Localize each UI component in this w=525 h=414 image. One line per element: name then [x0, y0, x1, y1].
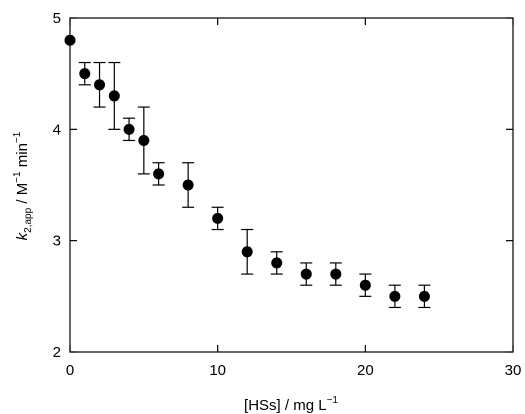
plot-frame: [69, 17, 514, 353]
y-tick-label: 5: [53, 10, 61, 27]
y-tick-label: 2: [53, 344, 61, 361]
x-tick-label: 0: [66, 362, 74, 379]
data-point: [389, 290, 401, 302]
y-axis-label: k2,app / M−1 min−1: [12, 131, 34, 240]
y-axis-label-rest: / M: [14, 183, 31, 208]
axis-ticks: [69, 17, 514, 353]
x-tick-label: 30: [505, 362, 522, 379]
y-axis-label-sup2: −1: [12, 131, 23, 143]
error-bars: [78, 61, 431, 309]
data-point: [79, 68, 91, 80]
data-point: [64, 34, 76, 46]
x-axis-label: [HSs] / mg L−1: [244, 395, 338, 414]
y-tick-label: 4: [53, 121, 61, 138]
data-point: [138, 134, 150, 146]
axis-tick-labels: 0 10 20 30 2 3 4 5: [53, 10, 522, 379]
data-point: [212, 212, 224, 224]
data-point: [330, 268, 342, 280]
data-point: [182, 179, 194, 191]
data-points: [64, 34, 430, 302]
x-tick-label: 20: [357, 362, 374, 379]
data-point: [359, 279, 371, 291]
y-axis-label-sub: 2,app: [23, 207, 34, 232]
x-axis-label-sup: −1: [327, 395, 339, 406]
data-point: [153, 168, 165, 180]
y-axis-label-min: min: [14, 143, 31, 171]
y-tick-label: 3: [53, 233, 61, 250]
data-point: [123, 123, 135, 135]
data-point: [418, 290, 430, 302]
x-tick-label: 10: [209, 362, 226, 379]
data-point: [271, 257, 283, 269]
x-axis-label-main: [HSs] / mg L: [244, 397, 327, 414]
data-point: [241, 246, 253, 258]
y-axis-label-k: k: [14, 231, 31, 240]
y-axis-label-sup1: −1: [12, 171, 23, 183]
data-point: [108, 90, 120, 102]
data-point: [94, 79, 106, 91]
data-point: [300, 268, 312, 280]
